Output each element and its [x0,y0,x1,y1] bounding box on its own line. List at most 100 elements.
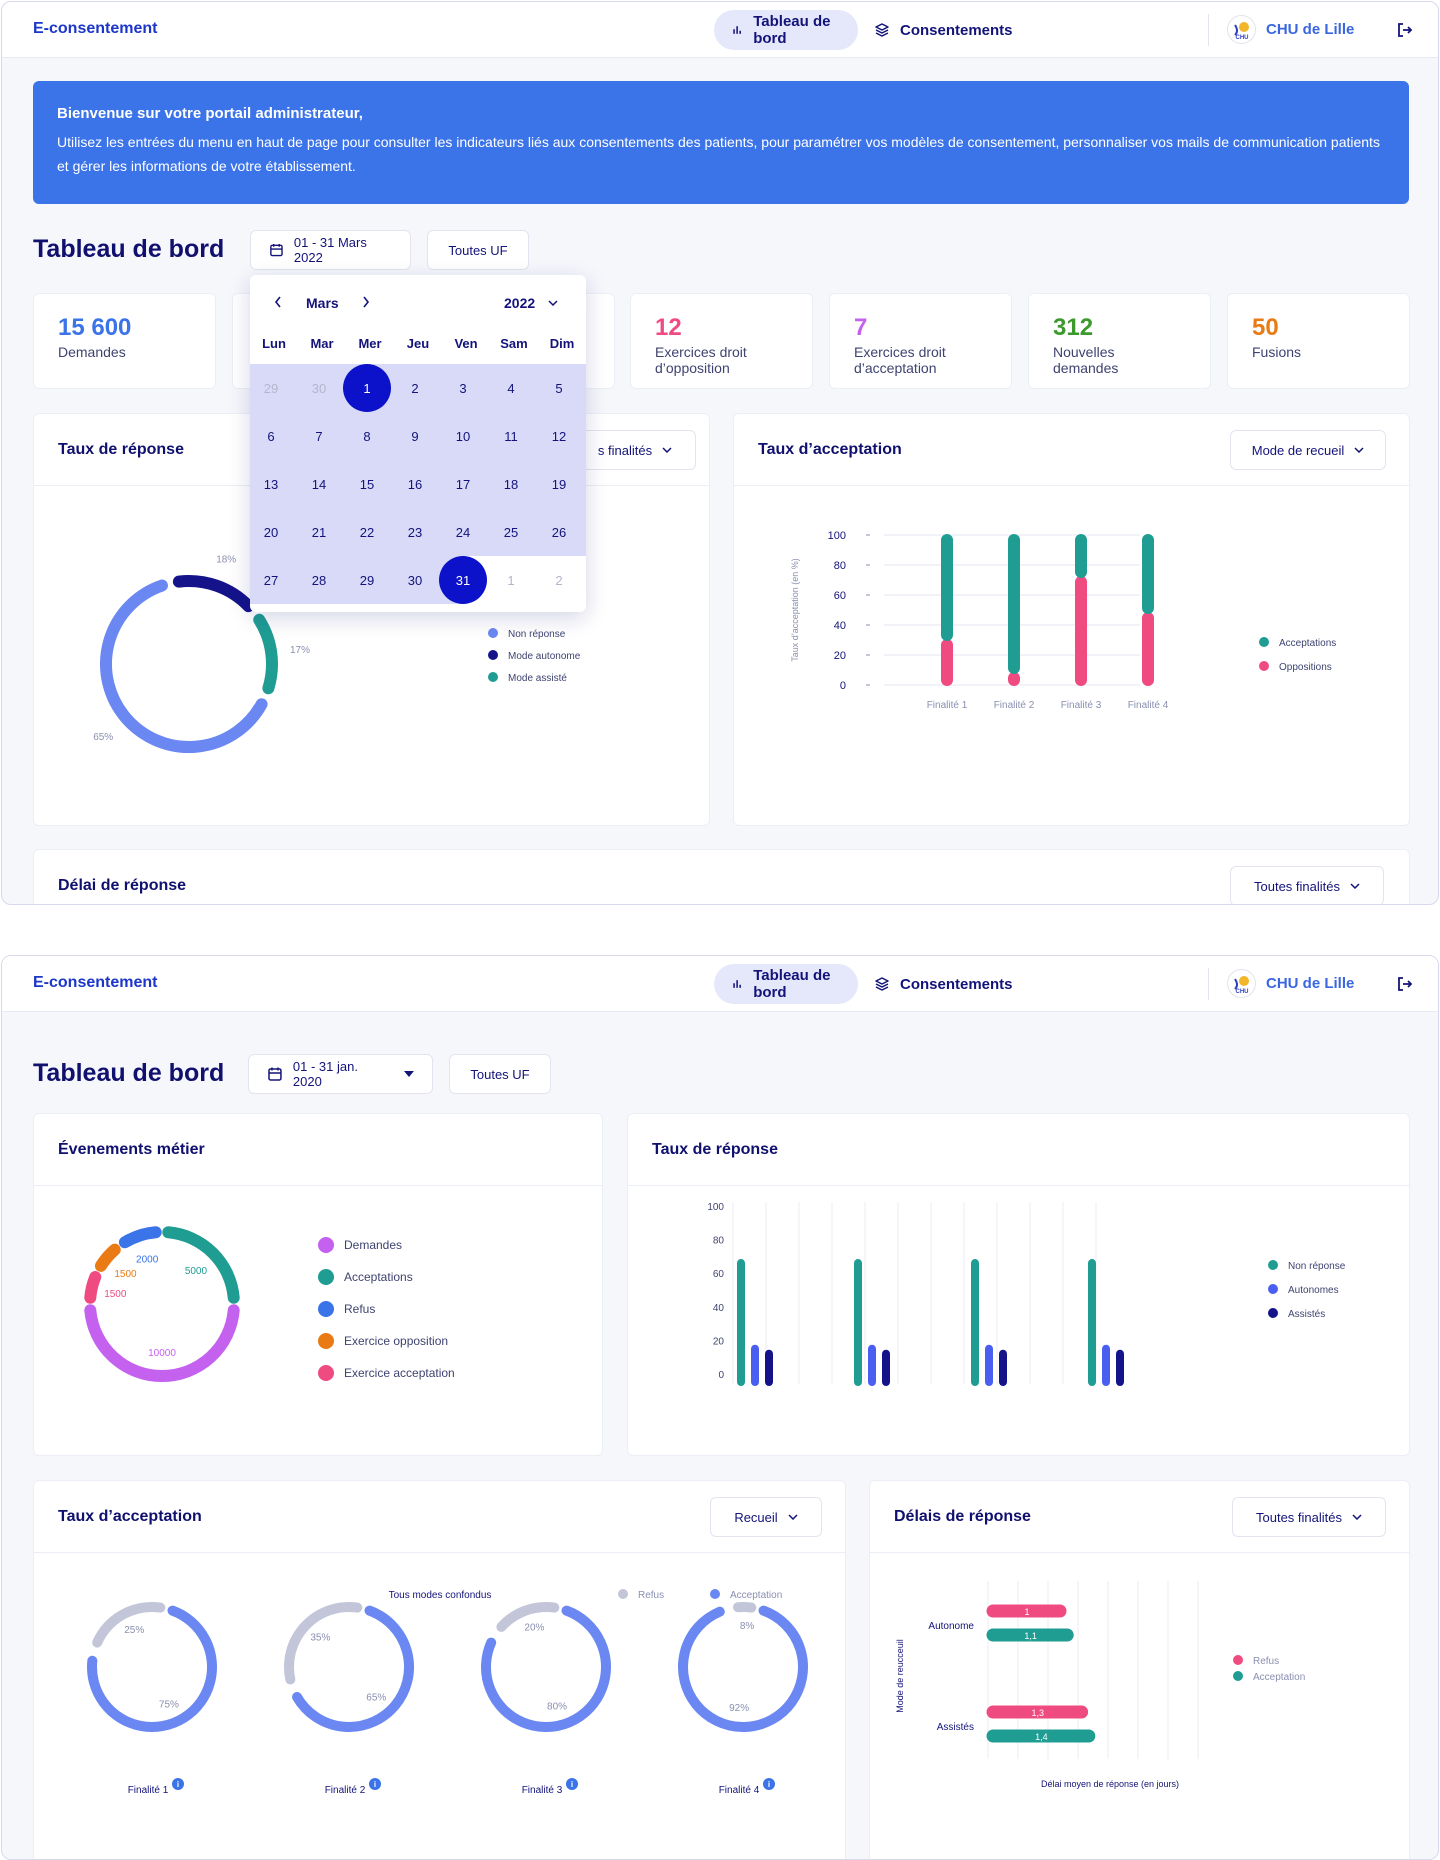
legend-dot [488,650,498,660]
logout-icon[interactable] [1395,20,1415,40]
calendar-day-number: 27 [263,572,279,588]
finality-label: Finalité 2 [325,1785,366,1796]
date-range-picker[interactable]: 01 - 31 jan. 2020 [248,1054,433,1094]
acceptance-rate-donut-charts: Tous modes confondus Refus Acceptation 75% 2… [87,1589,808,1796]
calendar-day-number: 23 [407,524,423,540]
calendar-day-number: 10 [455,428,471,444]
calendar-day[interactable]: 8 [343,412,391,460]
calendar-day[interactable]: 30 [295,364,343,412]
slice-label: 65% [366,1692,386,1703]
y-tick-label: 100 [707,1202,724,1213]
calendar-day[interactable]: 11 [487,412,535,460]
collection-filter-value: Recueil [734,1509,778,1525]
calendar-day[interactable]: 6 [250,412,295,460]
chevron-left-icon[interactable] [274,296,282,308]
calendar-day[interactable]: 30 [391,556,439,604]
svg-text:CHU: CHU [1235,35,1248,41]
finality-label: Finalité 1 [128,1785,169,1796]
calendar-day[interactable]: 22 [343,508,391,556]
calendar-day[interactable]: 4 [487,364,535,412]
calendar-day[interactable]: 14 [295,460,343,508]
calendar-year[interactable]: 2022 [504,295,536,311]
calendar-day[interactable]: 26 [535,508,583,556]
calendar-day-number: 1 [507,572,515,588]
calendar-day[interactable]: 1 [487,556,535,604]
calendar-day[interactable]: 5 [535,364,583,412]
calendar-day[interactable]: 16 [391,460,439,508]
app-name[interactable]: E-consentement [33,20,158,37]
collection-mode-filter[interactable]: Mode de recueil [1230,430,1386,470]
calendar-day[interactable]: 10 [439,412,487,460]
chevron-right-icon[interactable] [362,296,370,308]
calendar-day[interactable]: 24 [439,508,487,556]
calendar-day[interactable]: 17 [439,460,487,508]
nav-consents-label: Consentements [900,975,1013,993]
calendar-day-number: 22 [359,524,375,540]
y-tick-label: Assistés [937,1722,974,1733]
calendar-day[interactable]: 2 [391,364,439,412]
calendar-day[interactable]: 3 [439,364,487,412]
finality-filter[interactable]: s finalités [574,430,696,470]
date-range-picker[interactable]: 01 - 31 Mars 2022 [250,230,411,270]
y-tick-label: 0 [840,680,846,692]
collection-filter[interactable]: Recueil [710,1497,822,1537]
card-title: Taux de réponse [652,1141,778,1158]
calendar-day[interactable]: 23 [391,508,439,556]
app-name[interactable]: E-consentement [33,974,158,991]
calendar-day[interactable]: 27 [250,556,295,604]
calendar-day[interactable]: 20 [250,508,295,556]
calendar-day[interactable]: 15 [343,460,391,508]
nav-dashboard[interactable]: Tableau de bord [714,10,858,50]
legend-dot [488,672,498,682]
nav-dashboard-label: Tableau de bord [753,13,831,47]
finality-filter[interactable]: Toutes finalités [1230,866,1384,904]
legend-label: Exercice opposition [344,1334,448,1348]
nav-consents[interactable]: Consentements [857,964,1030,1004]
nav-consents[interactable]: Consentements [857,10,1030,50]
y-tick-label: 80 [834,560,846,572]
calendar-day[interactable]: 31 [439,556,487,604]
logout-icon[interactable] [1395,974,1415,994]
legend-dot [1268,1284,1278,1294]
legend-label: Refus [1253,1656,1279,1667]
calendar-day[interactable]: 12 [535,412,583,460]
calendar-day[interactable]: 9 [391,412,439,460]
donut-slice [92,1602,166,1648]
calendar-day[interactable]: 19 [535,460,583,508]
y-tick-label: 100 [828,530,846,542]
calendar-day[interactable]: 25 [487,508,535,556]
slice-label: 65% [93,732,113,743]
calendar-day[interactable]: 29 [343,556,391,604]
calendar-day[interactable]: 7 [295,412,343,460]
slice-label: 8% [740,1621,755,1632]
org-switcher[interactable]: CHU CHU de Lille [1227,969,1354,998]
legend-label: Refus [638,1590,664,1601]
calendar-day[interactable]: 21 [295,508,343,556]
donut-slice [118,1226,162,1249]
calendar-day[interactable]: 13 [250,460,295,508]
calendar-day[interactable]: 28 [295,556,343,604]
slice-label: 2000 [136,1254,159,1265]
info-icon [369,1778,381,1790]
finality-filter[interactable]: Toutes finalités [1232,1497,1386,1537]
calendar-day[interactable]: 1 [343,364,391,412]
calendar-day-number: 2 [411,380,419,396]
donut-slice [84,1271,102,1304]
calendar-day[interactable]: 29 [250,364,295,412]
org-switcher[interactable]: CHU CHU de Lille [1227,15,1354,44]
chevron-down-icon[interactable] [548,300,558,306]
nav-dashboard[interactable]: Tableau de bord [714,964,858,1004]
calendar-day-number: 8 [363,428,371,444]
calendar-day[interactable]: 2 [535,556,583,604]
calendar-day-number: 7 [315,428,323,444]
weekday-header: Sam [500,336,528,351]
legend-dot [1259,637,1269,647]
calendar-day-number: 24 [455,524,471,540]
calendar-day[interactable]: 18 [487,460,535,508]
donut-slice [94,1243,121,1272]
uf-filter[interactable]: Toutes UF [449,1054,551,1094]
y-tick-label: 40 [713,1303,725,1314]
y-axis-label: Taux d’acceptation (en %) [790,558,800,662]
uf-filter[interactable]: Toutes UF [427,230,529,270]
y-tick-label: 60 [834,590,846,602]
